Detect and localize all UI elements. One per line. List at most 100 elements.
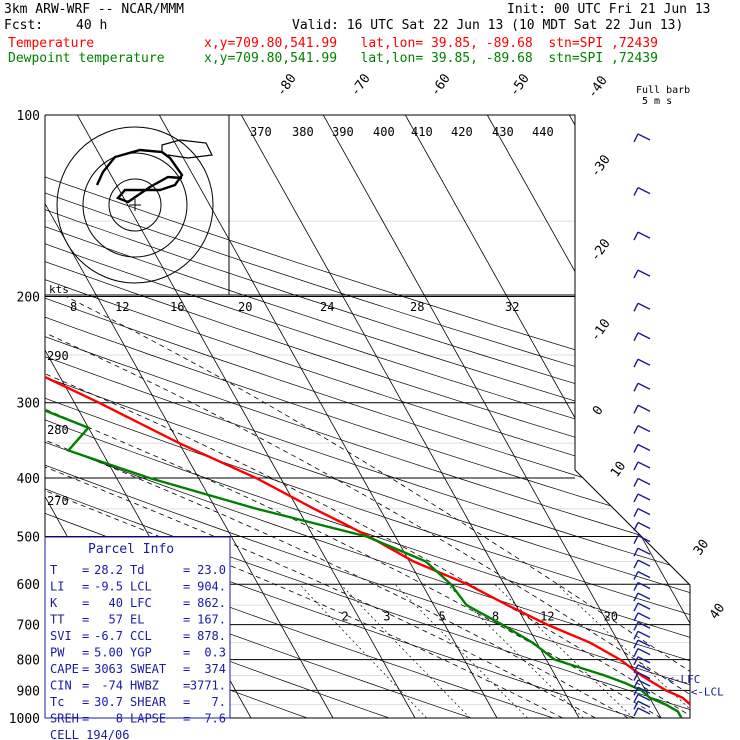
parcel-label: SVI xyxy=(50,629,72,643)
parcel-eq: = xyxy=(82,580,89,594)
parcel-eq: = xyxy=(183,662,190,676)
parcel-eq: = xyxy=(82,712,89,726)
parcel-eq: = xyxy=(82,563,89,577)
wind-barb xyxy=(637,621,651,629)
wind-barb xyxy=(637,630,651,638)
wind-barb xyxy=(637,461,651,469)
mixing-ratio-label: 8 xyxy=(492,610,499,624)
wind-barb xyxy=(633,656,639,666)
wind-barb xyxy=(633,602,639,612)
moist-adiabat xyxy=(65,296,690,718)
isotherm-label: -70 xyxy=(348,71,374,99)
isotherm xyxy=(158,115,498,718)
pressure-tick-label: 500 xyxy=(17,530,40,545)
dry-adiabat xyxy=(45,115,690,718)
mixing-ratio-label: 20 xyxy=(604,610,618,624)
sounding-lines xyxy=(45,115,690,718)
theta-label: 440 xyxy=(532,125,554,139)
isotherm-label: 30 xyxy=(691,537,712,558)
wind-barb xyxy=(633,559,639,569)
wind-barb xyxy=(637,559,651,567)
parcel-label: YGP xyxy=(130,646,152,660)
dry-adiabat xyxy=(45,115,690,718)
parcel-label: Td xyxy=(130,563,144,577)
wind-barb xyxy=(633,302,639,312)
dry-adiabat xyxy=(45,115,690,718)
theta-label: 380 xyxy=(292,125,314,139)
parcel-eq: = xyxy=(82,695,89,709)
hodograph xyxy=(45,115,575,296)
parcel-value: 40 xyxy=(109,596,123,610)
wind-barb xyxy=(637,664,651,672)
parcel-value: 904. xyxy=(197,580,226,594)
parcel-eq: = xyxy=(82,629,89,643)
chart-grid xyxy=(0,115,690,718)
dry-adiabat xyxy=(45,115,690,718)
wind-barb xyxy=(633,478,639,487)
wind-barb xyxy=(633,592,639,602)
valid-time: Valid: 16 UTC Sat 22 Jun 13 (10 MDT Sat … xyxy=(292,18,684,33)
parcel-eq: = xyxy=(82,679,89,693)
wind-barb xyxy=(637,707,651,715)
wind-barb xyxy=(637,382,651,390)
parcel-eq: = xyxy=(183,679,190,693)
parcel-label: TT xyxy=(50,613,64,627)
parcel-value: 0.3 xyxy=(204,646,226,660)
parcel-label: LCL xyxy=(130,580,152,594)
wind-barb xyxy=(637,547,651,555)
wind-barb xyxy=(637,592,651,600)
wind-barb xyxy=(633,686,639,696)
parcel-label: K xyxy=(50,596,58,610)
hodograph-kts-label: kts xyxy=(49,283,69,296)
parcel-label: HWBZ xyxy=(130,679,159,693)
dewpoint-line xyxy=(45,115,683,718)
mixing-ratio-line xyxy=(494,583,634,718)
wind-barb xyxy=(633,639,639,649)
model-title: 3km ARW-WRF -- NCAR/MMM xyxy=(4,2,185,17)
wind-barb xyxy=(637,302,651,310)
hodograph-speed-label: 20 xyxy=(238,300,252,314)
wind-barb xyxy=(637,358,651,366)
dry-adiabat xyxy=(45,115,690,718)
wind-barb xyxy=(633,461,639,471)
wind-barb xyxy=(633,231,639,241)
hodograph-trace xyxy=(161,139,213,159)
dry-adiabat xyxy=(45,115,690,718)
dewpoint-location: x,y=709.80,541.99 lat,lon= 39.85, -89.68… xyxy=(204,51,658,66)
parcel-label: CIN xyxy=(50,679,72,693)
isotherm xyxy=(240,115,580,718)
mixing-ratio-label: 2 xyxy=(342,610,349,624)
wind-barb xyxy=(637,639,651,647)
wind-barb xyxy=(633,664,639,674)
hodograph-ring xyxy=(82,152,188,258)
pressure-tick-label: 900 xyxy=(17,684,40,699)
isotherm xyxy=(486,115,690,718)
isotherm xyxy=(0,115,5,718)
wind-barbs xyxy=(633,133,651,717)
isotherm-label: 40 xyxy=(707,601,728,622)
parcel-value: -9.5 xyxy=(94,580,123,594)
parcel-value: 30.7 xyxy=(94,695,123,709)
isotherm-label: -10 xyxy=(588,316,614,344)
parcel-value: 374 xyxy=(204,662,226,676)
dry-adiabat xyxy=(45,115,690,718)
parcel-eq: = xyxy=(183,646,190,660)
dry-adiabat xyxy=(45,115,390,718)
isotherm xyxy=(45,115,334,718)
wind-barb xyxy=(637,269,651,277)
theta-label: 370 xyxy=(250,125,272,139)
init-time: Init: 00 UTC Fri 21 Jun 13 xyxy=(507,2,711,17)
theta-label: 290 xyxy=(47,349,69,363)
theta-label: 270 xyxy=(47,494,69,508)
isotherm-label: -50 xyxy=(507,71,533,99)
wind-barb xyxy=(637,332,651,340)
pressure-tick-label: 300 xyxy=(17,397,40,412)
dry-adiabat xyxy=(45,115,690,718)
wind-barb xyxy=(633,508,639,517)
full-barb-value: 5 m s xyxy=(642,96,672,107)
parcel-value: -6.7 xyxy=(94,629,123,643)
parcel-label: Tc xyxy=(50,695,64,709)
wind-barb xyxy=(637,133,651,141)
parcel-eq: = xyxy=(183,563,190,577)
